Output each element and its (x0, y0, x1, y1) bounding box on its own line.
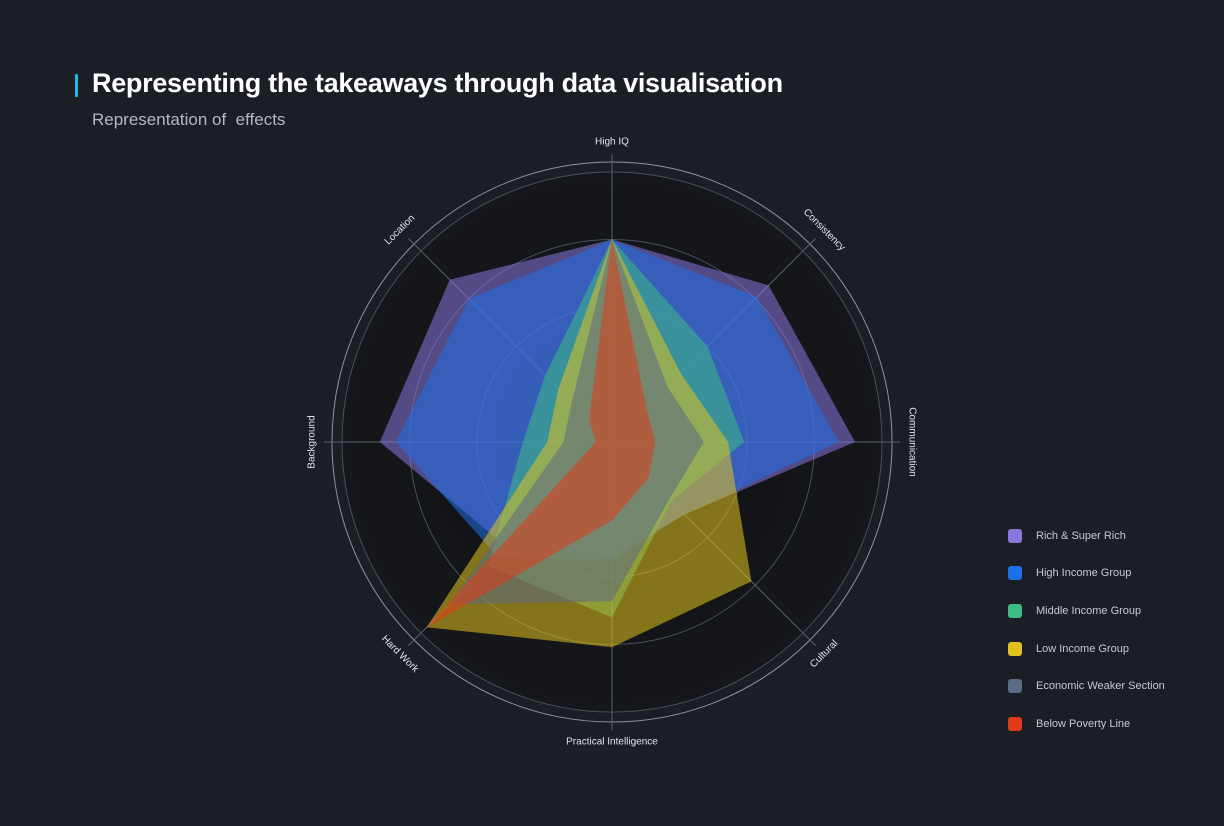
axis-label-1: High IQ (595, 137, 629, 148)
series-polygon-5 (449, 239, 704, 605)
series-polygon-6 (426, 239, 656, 628)
legend-swatch (1008, 566, 1022, 581)
axis-label-5: Practical Intelligence (566, 737, 658, 748)
axis-label-7: Background (307, 415, 318, 468)
legend-label: Below Poverty Line (1036, 717, 1131, 730)
legend-item-4[interactable]: Low Income Group (1008, 630, 1165, 668)
radar-series-layer (379, 239, 855, 648)
legend-item-6[interactable]: Below Poverty Line (1008, 705, 1165, 743)
page-title: Representing the takeaways through data … (92, 68, 783, 98)
axis-label-3: Communication (906, 407, 917, 476)
legend-label: High Income Group (1036, 567, 1132, 580)
legend-label: Economic Weaker Section (1036, 680, 1165, 693)
legend-swatch (1008, 679, 1022, 694)
legend-item-5[interactable]: Economic Weaker Section (1008, 667, 1165, 705)
title-accent-bar (75, 74, 78, 97)
chart-legend: Rich & Super Rich High Income Group Middle… (1008, 517, 1165, 743)
page-subtitle: Representation of effects (92, 110, 286, 129)
legend-swatch (1008, 603, 1022, 618)
legend-swatch (1008, 641, 1022, 656)
legend-item-1[interactable]: Rich & Super Rich (1008, 517, 1165, 555)
legend-swatch (1008, 716, 1022, 731)
legend-label: Low Income Group (1036, 642, 1129, 655)
legend-swatch (1008, 528, 1022, 543)
legend-label: Middle Income Group (1036, 604, 1142, 617)
legend-item-3[interactable]: Middle Income Group (1008, 592, 1165, 630)
legend-label: Rich & Super Rich (1036, 529, 1126, 542)
legend-item-2[interactable]: High Income Group (1008, 555, 1165, 593)
